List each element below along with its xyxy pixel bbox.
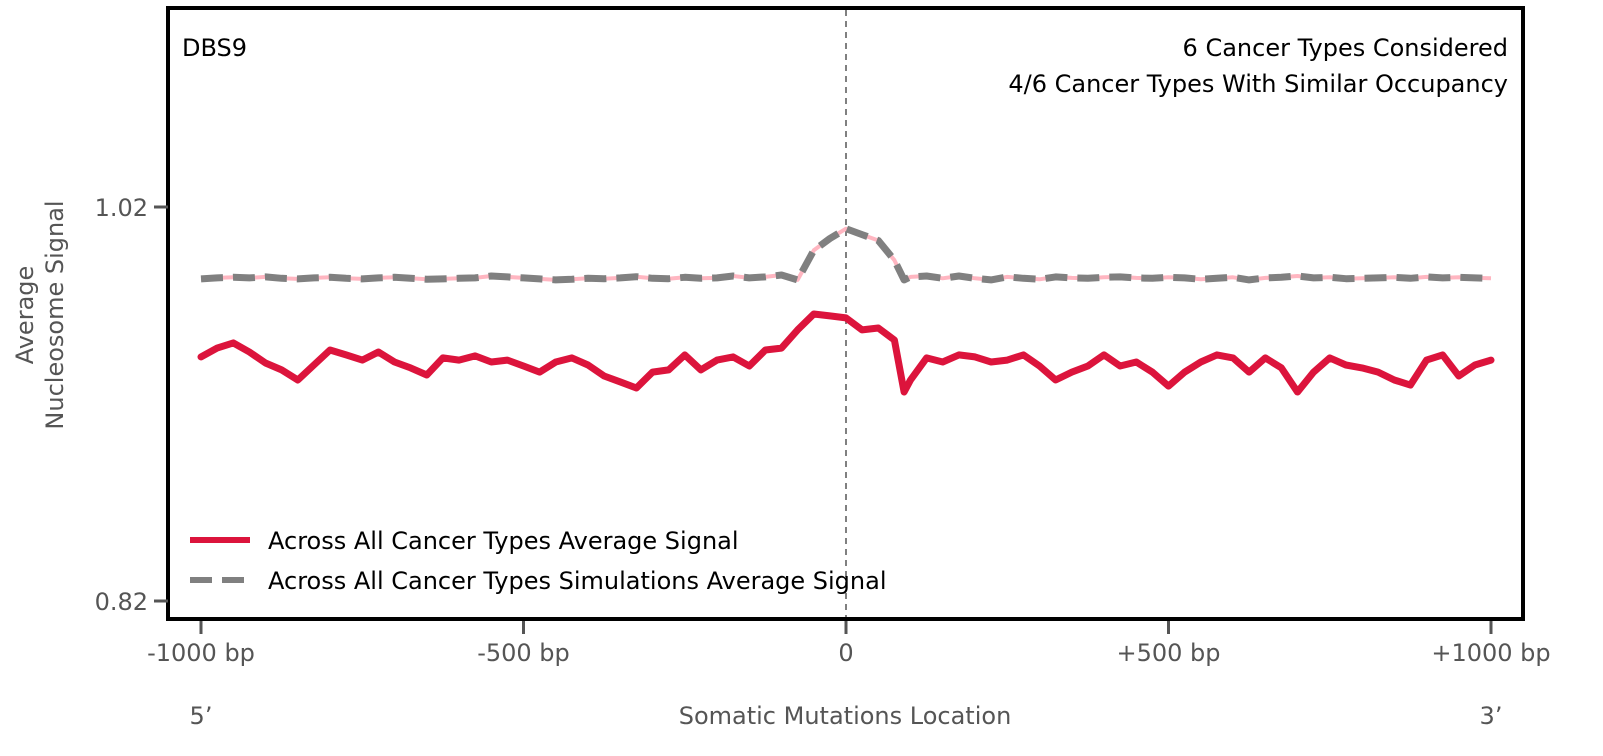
x-axis-title: Somatic Mutations Location bbox=[679, 702, 1012, 730]
y-axis-title: Average Nucleosome Signal bbox=[11, 200, 69, 429]
five-prime-label: 5’ bbox=[190, 702, 213, 730]
y-tick-label: 0.82 bbox=[95, 588, 148, 616]
y-axis: 1.02 0.82 bbox=[95, 194, 168, 616]
y-axis-title-line-2: Nucleosome Signal bbox=[41, 200, 69, 429]
legend: Across All Cancer Types Average Signal A… bbox=[190, 527, 887, 595]
legend-label-observed: Across All Cancer Types Average Signal bbox=[268, 527, 739, 555]
x-tick-label: -500 bp bbox=[477, 639, 570, 667]
series-simulations-average-signal bbox=[200, 225, 1492, 284]
legend-label-simulated: Across All Cancer Types Simulations Aver… bbox=[268, 567, 887, 595]
x-tick-label: +500 bp bbox=[1116, 639, 1220, 667]
series-layer bbox=[197, 225, 1495, 396]
annotation-cancer-types-considered: 6 Cancer Types Considered bbox=[1183, 34, 1508, 62]
x-tick-label: +1000 bp bbox=[1431, 639, 1550, 667]
panel-label: DBS9 bbox=[182, 34, 247, 62]
series-average-signal bbox=[197, 310, 1495, 396]
y-axis-title-line-1: Average bbox=[11, 266, 39, 365]
annotation-similar-occupancy: 4/6 Cancer Types With Similar Occupancy bbox=[1008, 70, 1508, 98]
y-tick-label: 1.02 bbox=[95, 194, 148, 222]
x-axis: -1000 bp -500 bp 0 +500 bp +1000 bp bbox=[147, 621, 1551, 667]
x-tick-label: 0 bbox=[838, 639, 853, 667]
x-tick-label: -1000 bp bbox=[147, 639, 255, 667]
three-prime-label: 3’ bbox=[1480, 702, 1503, 730]
